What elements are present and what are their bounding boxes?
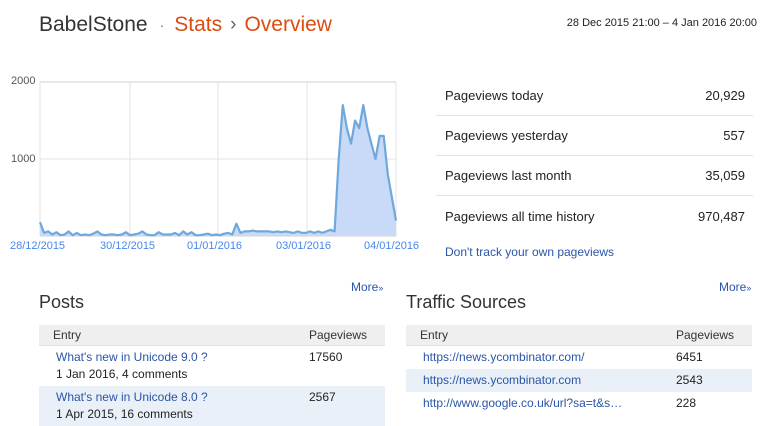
col-pageviews: Pageviews — [309, 328, 368, 342]
post-views: 17560 — [309, 350, 343, 364]
stats-summary: Pageviews today 20,929 Pageviews yesterd… — [436, 76, 753, 236]
more-label: More — [719, 280, 747, 294]
traffic-source-link[interactable]: https://news.ycombinator.com — [423, 373, 582, 387]
table-header: Entry Pageviews — [39, 325, 385, 346]
traffic-views: 2543 — [676, 373, 703, 387]
separator-dot: · — [159, 17, 165, 33]
stat-label: Pageviews yesterday — [445, 128, 568, 143]
posts-more-link[interactable]: More» — [351, 280, 383, 294]
traffic-source-link[interactable]: http://www.google.co.uk/url?sa=t&s… — [423, 396, 623, 410]
x-tick-label: 03/01/2016 — [276, 240, 332, 252]
traffic-more-link[interactable]: More» — [719, 280, 751, 294]
stat-label: Pageviews all time history — [445, 208, 595, 224]
posts-table: Entry Pageviews What's new in Unicode 9.… — [39, 325, 385, 426]
traffic-title: Traffic Sources — [406, 292, 527, 312]
traffic-table: Entry Pageviews https://news.ycombinator… — [406, 325, 752, 415]
stat-row: Pageviews yesterday 557 — [436, 116, 753, 156]
stat-row: Pageviews all time history 970,487 — [436, 196, 753, 236]
table-row: http://www.google.co.uk/url?sa=t&s… 228 — [406, 392, 752, 415]
stat-value: 20,929 — [705, 88, 745, 103]
post-meta: 1 Apr 2015, 16 comments — [56, 407, 193, 421]
traffic-views: 228 — [676, 396, 697, 410]
table-row: https://news.ycombinator.com 2543 — [406, 369, 752, 392]
stat-label: Pageviews today — [445, 88, 544, 103]
x-tick-label: 01/01/2016 — [187, 240, 243, 252]
stat-row: Pageviews last month 35,059 — [436, 156, 753, 196]
y-tick-2000: 2000 — [11, 75, 36, 87]
stat-value: 557 — [723, 128, 745, 143]
x-tick-label: 28/12/2015 — [10, 240, 66, 252]
more-arrow-icon: » — [378, 283, 384, 293]
posts-title: Posts — [39, 292, 85, 312]
blog-name[interactable]: BabelStone — [39, 13, 148, 36]
series-area — [40, 105, 396, 236]
col-entry: Entry — [420, 328, 449, 342]
dont-track-link[interactable]: Don't track your own pageviews — [445, 245, 615, 259]
y-tick-1000: 1000 — [11, 153, 36, 165]
breadcrumb-arrow-icon: › — [230, 14, 237, 35]
col-entry: Entry — [53, 328, 82, 342]
series-line — [38, 104, 398, 237]
stat-value: 970,487 — [698, 208, 745, 224]
post-link[interactable]: What's new in Unicode 9.0 ? — [56, 350, 208, 364]
stat-label: Pageviews last month — [445, 168, 572, 183]
post-views: 2567 — [309, 390, 336, 404]
more-arrow-icon: » — [746, 283, 752, 293]
pageviews-chart-svg — [38, 81, 398, 237]
more-label: More — [351, 280, 379, 294]
breadcrumb-stats[interactable]: Stats — [174, 13, 223, 36]
post-link[interactable]: What's new in Unicode 8.0 ? — [56, 390, 208, 404]
stat-value: 35,059 — [705, 168, 745, 183]
x-tick-label: 04/01/2016 — [364, 240, 420, 252]
page-title: Overview — [244, 13, 332, 36]
date-range: 28 Dec 2015 21:00 – 4 Jan 2016 20:00 — [566, 17, 757, 29]
traffic-source-link[interactable]: https://news.ycombinator.com/ — [423, 350, 585, 364]
table-row: What's new in Unicode 8.0 ? 1 Apr 2015, … — [39, 386, 385, 426]
table-row: https://news.ycombinator.com/ 6451 — [406, 346, 752, 369]
x-tick-label: 30/12/2015 — [100, 240, 156, 252]
stat-row: Pageviews today 20,929 — [436, 76, 753, 116]
traffic-views: 6451 — [676, 350, 703, 364]
col-pageviews: Pageviews — [676, 328, 735, 342]
breadcrumb: BabelStone · Stats › Overview — [39, 10, 332, 40]
table-header: Entry Pageviews — [406, 325, 752, 346]
pageviews-chart: 2000 1000 28/12/2015 30/12/2015 01/01/20… — [0, 70, 430, 260]
post-meta: 1 Jan 2016, 4 comments — [56, 367, 188, 381]
table-row: What's new in Unicode 9.0 ? 1 Jan 2016, … — [39, 346, 385, 386]
